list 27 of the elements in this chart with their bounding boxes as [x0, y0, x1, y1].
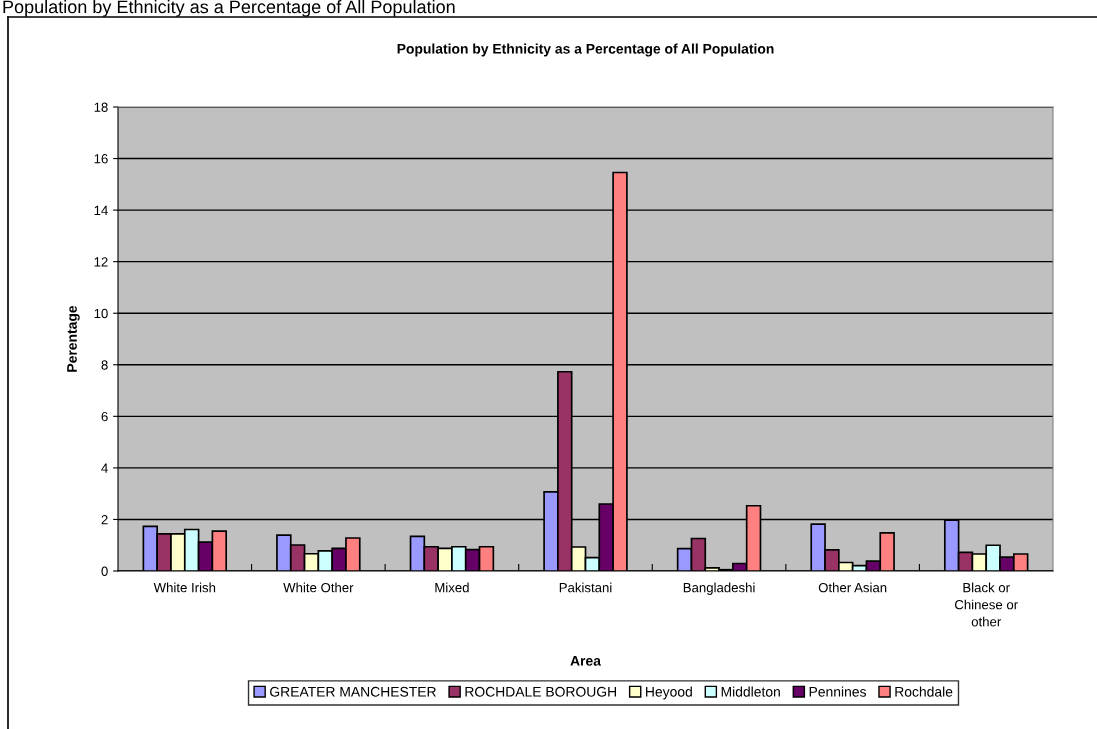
x-tick-label: Pakistani: [559, 582, 612, 593]
chart-title: Population by Ethnicity as a Percentage of All Population: [3, 0, 455, 17]
y-tick-label: 14: [94, 205, 108, 215]
y-axis-title: Perentage: [67, 305, 80, 372]
x-tick-label: White Irish: [153, 582, 216, 593]
y-tick-label: 8: [101, 360, 108, 370]
chart-subtitle: Population by Ethnicity as a Percentage of All Population: [397, 43, 774, 57]
x-tick-label: Bangladeshi: [683, 582, 755, 595]
legend-label: GREATER MANCHESTER: [270, 686, 436, 697]
x-tick-label: Black or Chinese or other: [954, 582, 1018, 627]
legend-label: Heyood: [646, 686, 692, 700]
legend-label: Middleton: [721, 686, 780, 697]
y-tick-label: 6: [101, 411, 108, 422]
y-tick-label: 2: [101, 515, 108, 525]
x-tick-label: Mixed: [435, 582, 469, 593]
y-tick-label: 0: [101, 566, 108, 576]
legend-label: ROCHDALE BOROUGH: [465, 686, 616, 697]
y-tick-label: 16: [94, 154, 108, 164]
y-tick-label: 4: [101, 463, 108, 473]
x-tick-label: White Other: [283, 582, 354, 593]
legend-label: Rochdale: [895, 686, 953, 697]
x-axis-title: Area: [570, 656, 602, 666]
y-tick-label: 12: [94, 257, 108, 267]
y-tick-label: 10: [94, 308, 108, 319]
x-tick-label: Other Asian: [818, 582, 887, 593]
y-tick-label: 18: [94, 102, 108, 112]
legend-label: Pennines: [809, 686, 866, 697]
